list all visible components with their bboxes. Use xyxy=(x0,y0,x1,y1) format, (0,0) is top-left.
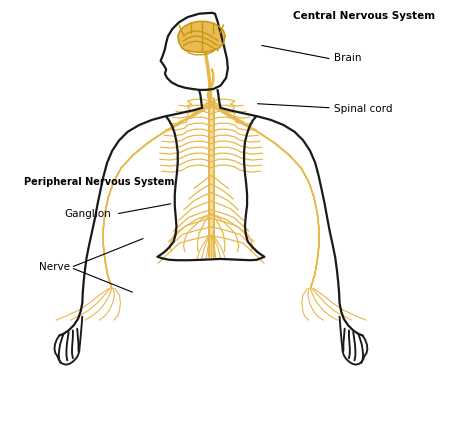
Text: Central Nervous System: Central Nervous System xyxy=(293,11,436,21)
Text: Brain: Brain xyxy=(334,53,362,63)
Text: Spinal cord: Spinal cord xyxy=(334,104,392,114)
Text: Nerve: Nerve xyxy=(39,262,70,273)
Text: Ganglion: Ganglion xyxy=(64,209,111,219)
Polygon shape xyxy=(178,21,225,52)
Text: Peripheral Nervous System: Peripheral Nervous System xyxy=(24,177,174,187)
Polygon shape xyxy=(209,98,214,257)
